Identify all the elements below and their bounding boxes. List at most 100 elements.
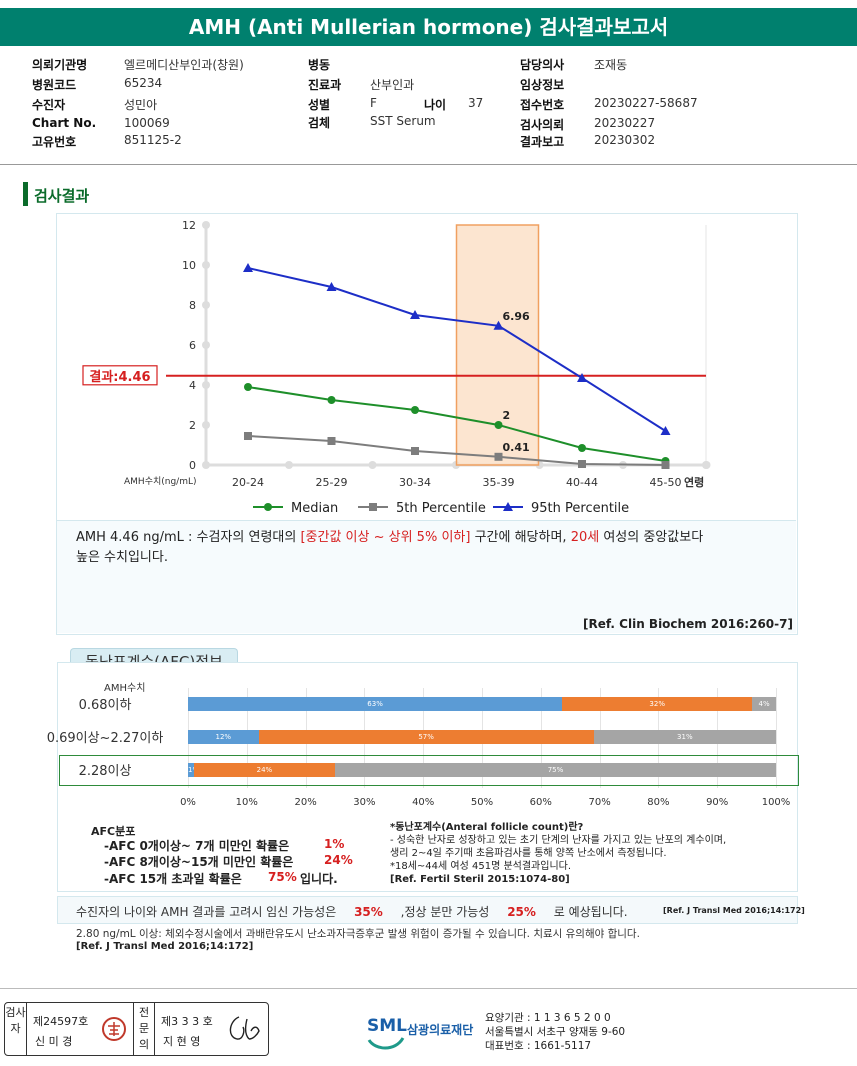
hospital-code-value: 65234	[124, 76, 163, 90]
afc-xtick-label: 20%	[294, 797, 317, 808]
result-label: 결과:4.46	[89, 369, 150, 385]
x-tick-dot	[285, 461, 293, 469]
afc-bar-segment: 12%	[188, 730, 259, 744]
pregnancy-t1: 수진자의 나이와 AMH 결과를 고려시 임신 가능성은	[76, 905, 337, 919]
patient-value: 성민아	[124, 98, 158, 112]
y-axis-label: AMH수치(ng/mL)	[124, 475, 197, 487]
afc-xtick-label: 10%	[235, 797, 258, 808]
p95-point	[577, 373, 587, 382]
afc-def-line3: *18세~44세 여성 451명 분석결과입니다.	[390, 861, 572, 872]
interp-line2: 높은 수치입니다.	[76, 550, 168, 565]
examiner-label: 검사자	[5, 1003, 27, 1055]
examiner-no: 제24597호	[33, 1015, 89, 1028]
afc-bar-segment: 57%	[258, 730, 594, 744]
specialist-no: 제3 3 3 호	[161, 1015, 213, 1028]
afc-def-ref: [Ref. Fertil Steril 2015:1074-80]	[390, 874, 570, 885]
footnote-ref: [Ref. J Transl Med 2016;14:172]	[76, 941, 254, 952]
y-tick-label: 12	[182, 219, 196, 232]
chart-no-label: Chart No.	[32, 116, 97, 130]
request-date-value: 20230227	[594, 116, 656, 130]
p5-point	[578, 460, 586, 468]
data-label: 6.96	[503, 310, 530, 323]
doctor-value: 조재동	[594, 58, 628, 72]
pregnancy-v1: 35%	[354, 905, 383, 919]
amh-chart: 0 2 4 6 8 10 12 20-24 25-29 30-34 35-39 40-44 45-50 연…	[82, 219, 711, 516]
afc-dist-1-text: -AFC 0개이상~ 7개 미만인 확률은	[104, 839, 290, 853]
specimen-label: 검체	[308, 116, 331, 130]
examiner-name: 신 미 경	[35, 1035, 73, 1048]
afc-gridline	[776, 688, 777, 788]
org-info: 요양기관 : 1 1 3 6 5 2 0 0 서울특별시 서초구 양재동 9-6…	[485, 1011, 625, 1053]
specialist-label: 전문의	[133, 1003, 155, 1055]
afc-dist-2: -AFC 8개이상~15개 미만인 확률은 24%	[104, 853, 353, 870]
p5-point	[244, 432, 252, 440]
receipt-no-label: 접수번호	[520, 98, 565, 112]
pregnancy-box	[57, 896, 798, 924]
y-tick-label: 6	[189, 339, 196, 352]
afc-dist-2-value: 24%	[324, 853, 353, 867]
footnote-line: 2.80 ng/mL 이상: 체외수정시술에서 과배란유도시 난소과자극증후군 …	[76, 928, 640, 940]
pregnancy-ref: [Ref. J Transl Med 2016;14:172]	[663, 906, 805, 915]
afc-xtick-label: 40%	[412, 797, 435, 808]
specialist-signature-icon	[229, 1016, 260, 1040]
p5-point	[661, 461, 670, 469]
interpretation-text: AMH 4.46 ng/mL : 수검자의 연령대의 [중간값 이상 ~ 상위 …	[76, 528, 806, 568]
p95-point	[493, 320, 504, 330]
series-line-1	[247, 435, 666, 466]
afc-bar: 63% 32% 4%	[188, 697, 776, 711]
data-label: 2	[503, 409, 511, 422]
afc-dist-3-value: 75%	[268, 870, 297, 884]
specimen-value: SST Serum	[370, 114, 436, 128]
p5-point	[411, 447, 419, 455]
section-title: 검사결과	[34, 187, 90, 205]
interp-part3: 여성의 중앙값보다	[599, 530, 704, 545]
dept-label: 진료과	[308, 78, 342, 92]
pregnancy-text: 수진자의 나이와 AMH 결과를 고려시 임신 가능성은 35% ,정상 분만 …	[76, 903, 628, 920]
median-point	[578, 444, 586, 452]
interp-range: [중간값 이상 ~ 상위 5% 이하]	[300, 530, 471, 545]
afc-bar-segment: 75%	[334, 763, 776, 777]
report-date-value: 20230302	[594, 133, 656, 147]
org-logo-text: SML	[367, 1016, 407, 1036]
pregnancy-t2: ,정상 분만 가능성	[400, 905, 490, 919]
afc-def-title: *동난포계수(Anteral follicle count)란?	[390, 822, 584, 833]
unique-id-label: 고유번호	[32, 135, 77, 149]
afc-column-label: AMH수치	[104, 683, 146, 694]
median-point	[244, 383, 252, 391]
doctor-label: 담당의사	[520, 58, 565, 72]
y-tick-dot	[202, 381, 210, 389]
legend-label-2: 95th Percentile	[531, 501, 629, 516]
afc-bar-segment: 31%	[593, 730, 776, 744]
legend-label-1: 5th Percentile	[396, 501, 486, 516]
legend-marker	[503, 502, 513, 511]
data-label: 0.41	[503, 441, 530, 454]
pregnancy-t3: 로 예상됩니다.	[553, 905, 628, 919]
interp-age: 20세	[570, 530, 600, 545]
afc-bar-segment: 1%	[188, 763, 194, 777]
org-phone: 대표번호 : 1661-5117	[485, 1040, 592, 1052]
afc-bar-segment: 24%	[193, 763, 335, 777]
request-date-label: 검사의뢰	[520, 118, 565, 132]
age-label: 나이	[424, 98, 447, 112]
afc-xtick-label: 90%	[706, 797, 729, 808]
afc-bar-segment: 32%	[562, 697, 753, 711]
x-tick-label: 40-44	[566, 476, 598, 489]
afc-dist-title: AFC분포	[91, 825, 136, 838]
afc-row-label: 0.69이상~2.27이하	[46, 731, 164, 746]
x-tick-dot	[368, 461, 377, 469]
p5-point	[327, 437, 336, 445]
chart-no-value: 100069	[124, 116, 170, 130]
pregnancy-v2: 25%	[507, 905, 536, 919]
interpretation-box	[57, 520, 796, 633]
legend-marker	[369, 503, 377, 511]
y-tick-label: 8	[189, 299, 196, 312]
y-tick-dot	[202, 301, 210, 309]
median-point	[494, 421, 503, 429]
x-axis-end-label: 연령	[684, 475, 704, 489]
afc-def-line1: - 성숙한 난자로 성장하고 있는 초기 단계의 난자를 가지고 있는 난포의 …	[390, 835, 727, 846]
x-tick-label: 30-34	[399, 476, 431, 489]
series-line-0	[247, 386, 666, 462]
specialist-name: 지 현 영	[163, 1035, 201, 1048]
x-tick-dot	[702, 461, 710, 469]
hospital-code-label: 병원코드	[32, 78, 77, 92]
